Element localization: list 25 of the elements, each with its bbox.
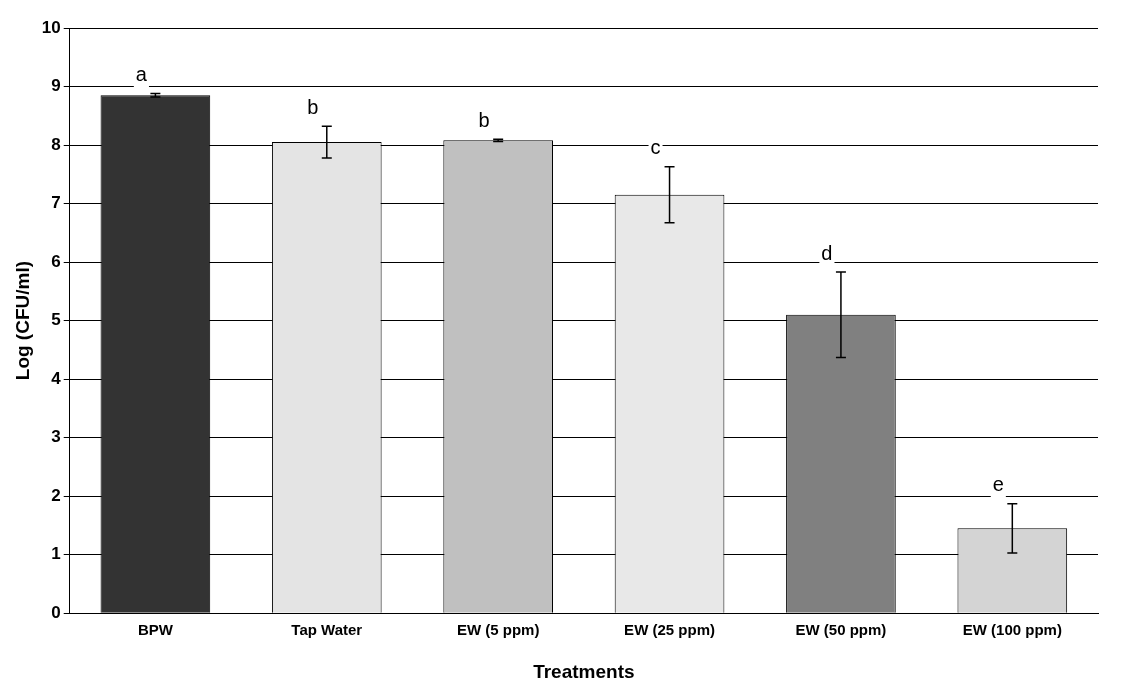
x-axis-title: Treatments xyxy=(533,660,635,682)
y-tick-label: 1 xyxy=(51,544,61,564)
x-tick-label: EW (25 ppm) xyxy=(624,621,715,639)
annotation: d xyxy=(821,241,833,264)
y-axis-title: Log (CFU/ml) xyxy=(11,260,33,381)
y-tick-label: 5 xyxy=(51,310,61,330)
x-tick-label: EW (50 ppm) xyxy=(795,621,887,639)
annotation: b xyxy=(478,108,490,131)
annotation: a xyxy=(135,63,148,86)
x-tick-label: Tap Water xyxy=(291,621,363,639)
annotation: b xyxy=(307,95,319,118)
annotation: c xyxy=(650,136,661,159)
annotation: e xyxy=(992,473,1004,496)
x-tick-label: EW (100 ppm) xyxy=(962,621,1062,639)
x-tick-label: BPW xyxy=(137,621,174,639)
y-tick-label: 0 xyxy=(51,602,61,622)
y-tick-label: 3 xyxy=(51,427,61,447)
y-tick-label: 4 xyxy=(51,368,62,388)
y-tick-label: 8 xyxy=(51,134,61,154)
y-tick-label: 7 xyxy=(51,193,61,213)
y-tick-label: 9 xyxy=(51,76,61,96)
x-tick-label: EW (5 ppm) xyxy=(456,621,540,639)
y-tick-label: 6 xyxy=(51,251,61,271)
y-tick-label: 10 xyxy=(41,17,61,37)
y-tick-label: 2 xyxy=(51,485,61,505)
